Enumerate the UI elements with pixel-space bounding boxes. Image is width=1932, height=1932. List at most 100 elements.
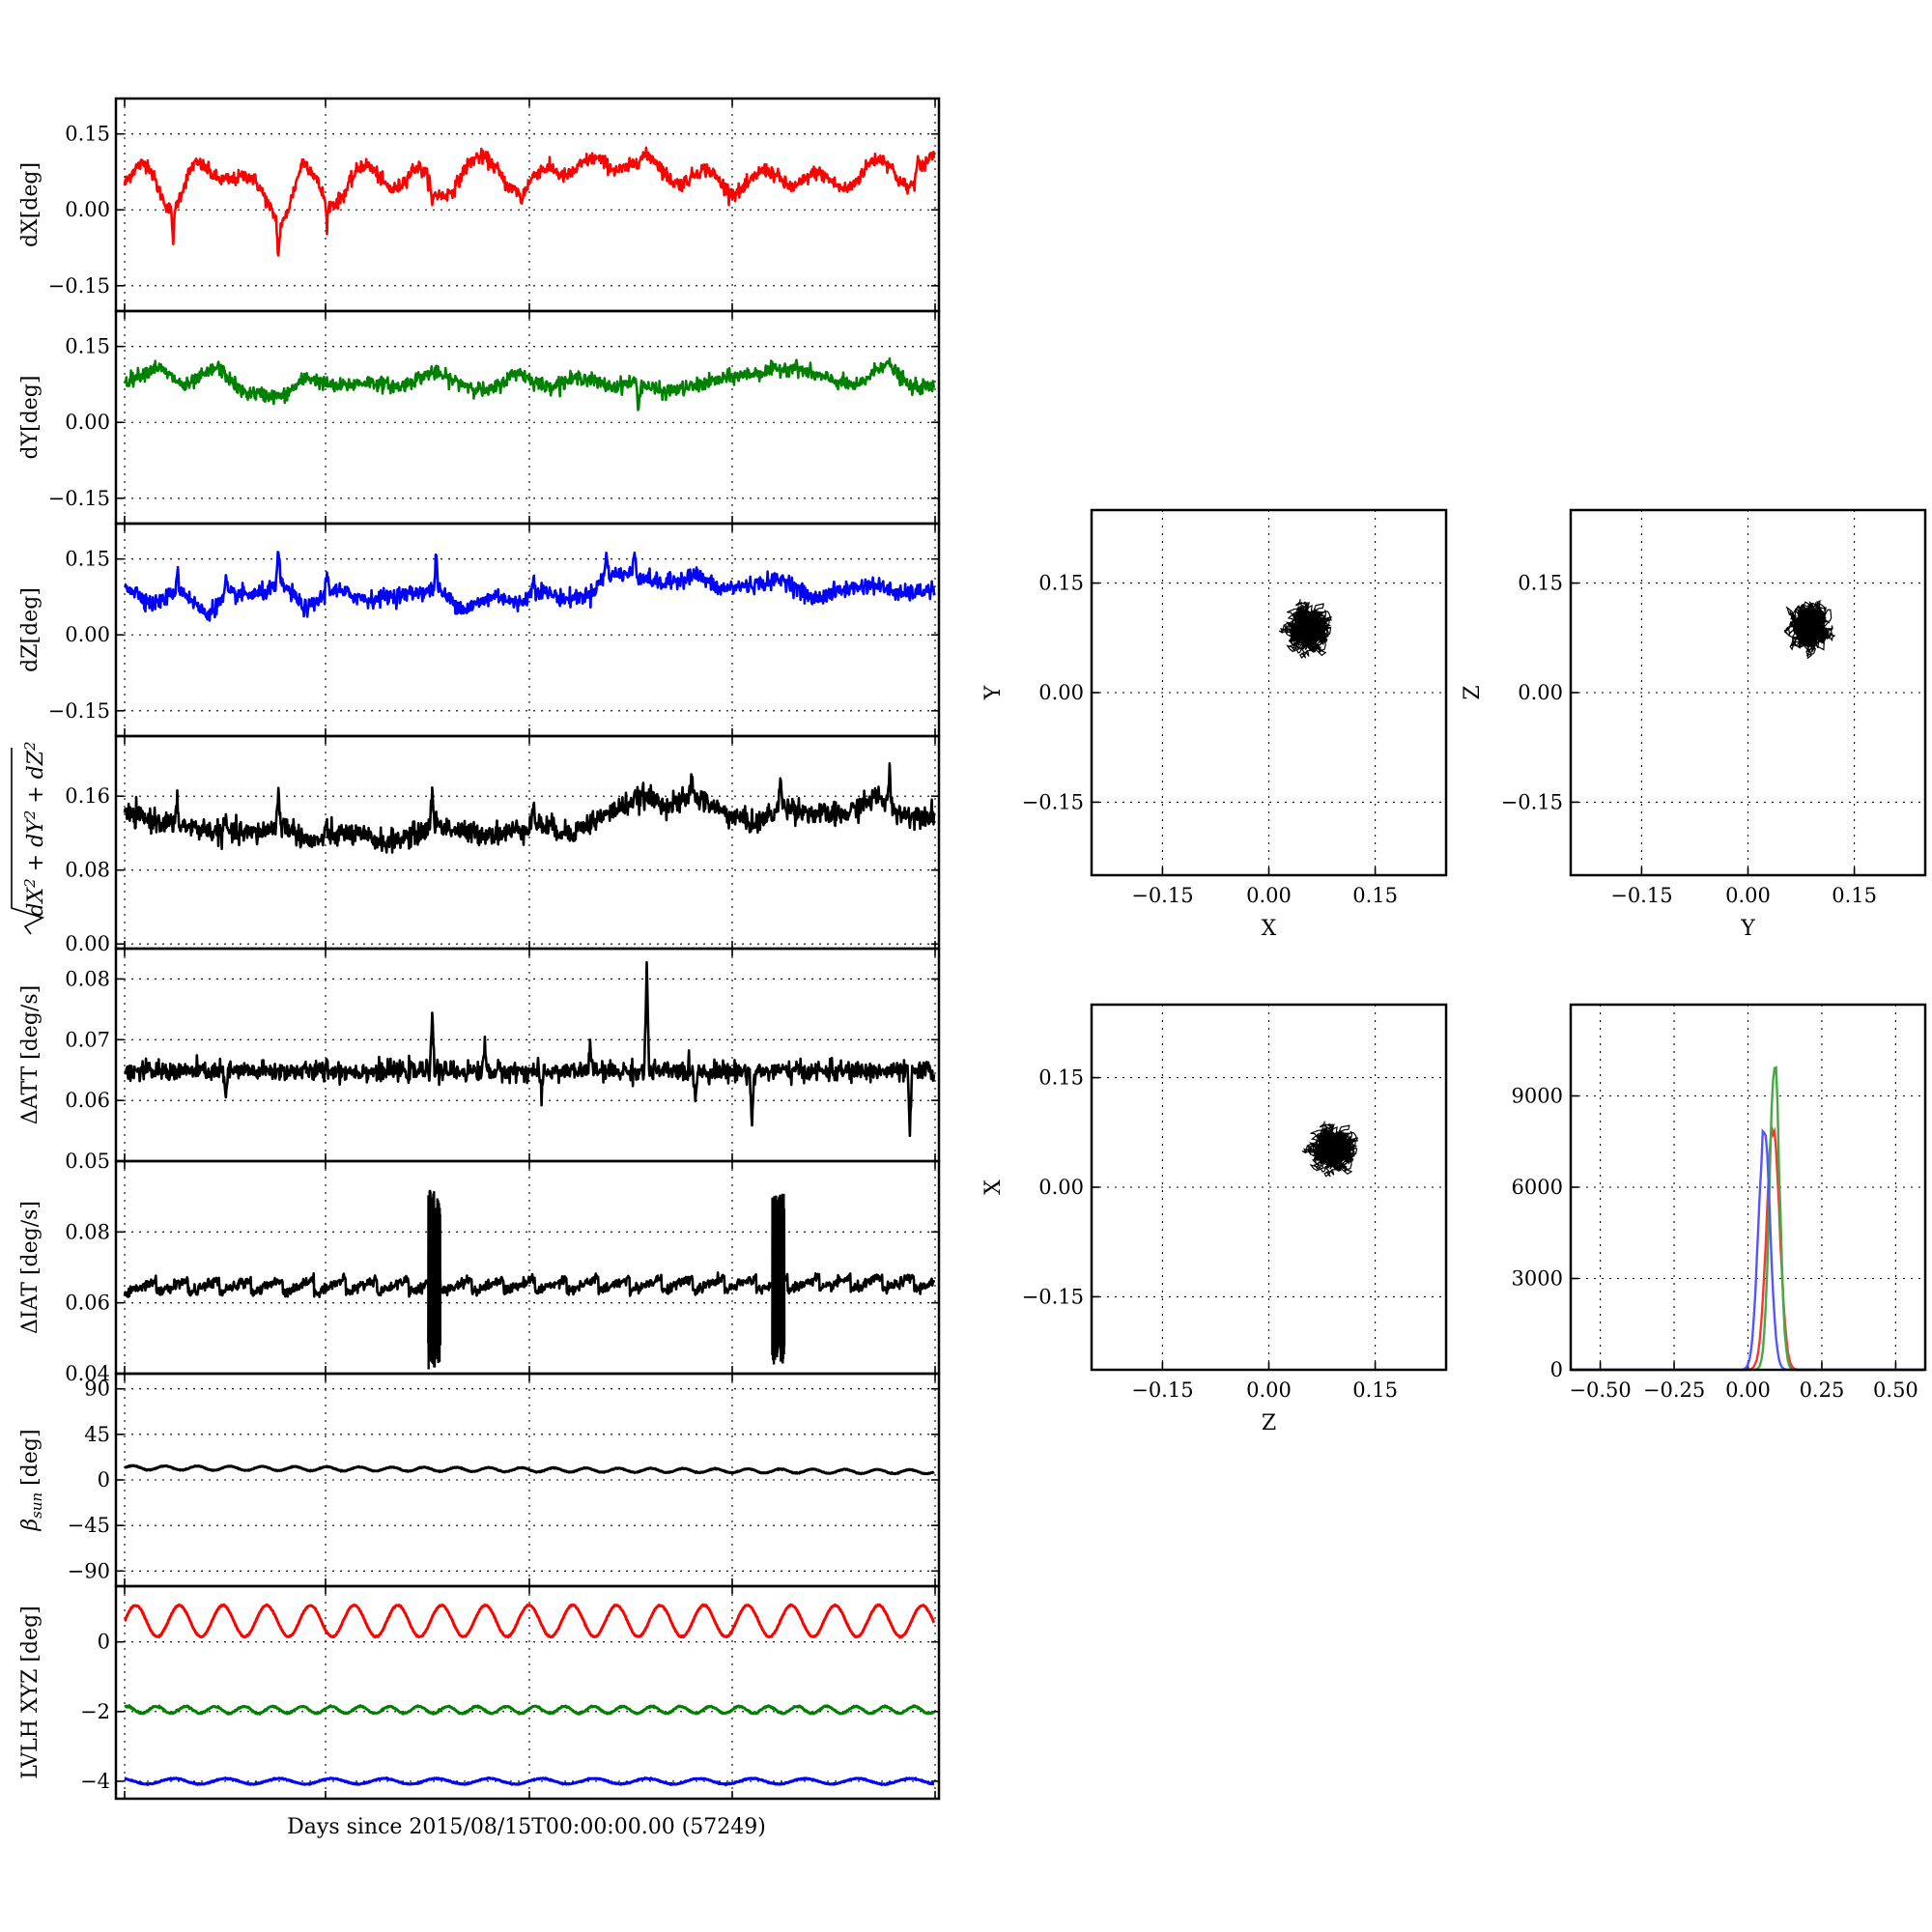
diat-ylabel: ΔIAT [deg/s] xyxy=(18,1201,43,1334)
hist-ytick-label: 6000 xyxy=(1512,1176,1563,1199)
dtot-series-line xyxy=(123,762,936,854)
panel-zx: −0.15 0.00 0.15 0.15 0.00 −0.15 Z X xyxy=(981,1003,1448,1435)
dtot-ylabel-text: dX2 + dY2 + dZ2 xyxy=(21,741,48,916)
xy-xtick-label: 0.15 xyxy=(1352,884,1398,907)
lvlh-series-line xyxy=(124,1704,936,1716)
dz-series-line xyxy=(124,551,936,622)
diat-ytick-label: 0.08 xyxy=(65,1220,110,1243)
dx-ytick-label: −0.15 xyxy=(48,274,110,298)
lvlh-ytick-label: −4 xyxy=(80,1770,110,1793)
beta-ytick-label: −45 xyxy=(68,1514,110,1537)
panel-dtot: 0.16 0.08 0.00 dX2 + dY2 + dZ2 xyxy=(11,734,941,955)
hist-ytick-label: 9000 xyxy=(1512,1085,1563,1108)
beta-ytick-label: −90 xyxy=(68,1559,110,1582)
yz-ytick-label: 0.00 xyxy=(1518,681,1563,704)
dy-ytick-label: 0.00 xyxy=(65,411,110,434)
hist-series-line xyxy=(1571,1126,1925,1372)
panel-xy: −0.15 0.00 0.15 0.15 0.00 −0.15 X Y xyxy=(981,508,1448,941)
yz-xtick-label: 0.15 xyxy=(1832,884,1877,907)
datt-ylabel: ΔATT [deg/s] xyxy=(18,985,43,1124)
yz-scatter-points xyxy=(1783,599,1835,660)
panel-dy: 0.15 0.00 −0.15 dY[deg] xyxy=(18,309,941,526)
beta-ytick-label: 45 xyxy=(84,1423,110,1446)
hist-ytick-label: 3000 xyxy=(1512,1267,1563,1291)
zx-xlabel: Z xyxy=(1262,1411,1276,1435)
yz-axes-frame xyxy=(1569,508,1927,877)
zx-xtick-label: 0.00 xyxy=(1246,1378,1292,1402)
yz-ytick-label: −0.15 xyxy=(1501,790,1563,813)
panels-layer: 0.15 0.00 −0.15 dX[deg] 0.15 0.00 −0.15 dY[deg]… xyxy=(11,97,1927,1801)
dy-ylabel: dY[deg] xyxy=(18,376,43,460)
diat-ytick-label: 0.04 xyxy=(65,1362,110,1385)
beta-series-line xyxy=(124,1463,935,1476)
xy-xtick-label: −0.15 xyxy=(1131,884,1193,907)
panel-hist: −0.50 −0.25 0.00 0.25 0.50 9000 6000 3000 0 xyxy=(1512,1003,1927,1402)
xy-xlabel: X xyxy=(1262,917,1277,941)
yz-xtick-label: 0.00 xyxy=(1725,884,1771,907)
xy-ytick-label: −0.15 xyxy=(1022,790,1084,813)
hist-xtick-label: 0.00 xyxy=(1725,1378,1771,1402)
dy-ytick-label: −0.15 xyxy=(48,487,110,510)
xy-xtick-label: 0.00 xyxy=(1246,884,1292,907)
dx-ytick-label: 0.15 xyxy=(65,123,110,146)
zx-ytick-label: 0.15 xyxy=(1038,1066,1084,1090)
lvlh-series-line xyxy=(124,1603,936,1639)
datt-axes-frame xyxy=(114,947,941,1163)
diat-axes-frame xyxy=(114,1159,941,1376)
hist-xtick-label: −0.50 xyxy=(1569,1378,1631,1402)
hist-xtick-label: −0.25 xyxy=(1643,1378,1705,1402)
dy-series-line xyxy=(123,356,936,412)
lvlh-ylabel: LVLH XYZ [deg] xyxy=(18,1605,43,1779)
hist-series-line xyxy=(1571,1065,1925,1372)
dz-ylabel: dZ[deg] xyxy=(18,587,43,672)
dtot-ytick-label: 0.16 xyxy=(65,784,110,808)
datt-ytick-label: 0.07 xyxy=(65,1028,110,1051)
diat-series-line xyxy=(123,1271,936,1298)
dz-ytick-label: 0.00 xyxy=(65,623,110,646)
diat-burst xyxy=(771,1193,786,1365)
panel-yz: −0.15 0.00 0.15 0.15 0.00 −0.15 Y Z xyxy=(1461,508,1927,941)
zx-xtick-label: 0.15 xyxy=(1352,1378,1398,1402)
panel-beta: 90 45 0 −45 −90 βsun [deg] xyxy=(18,1372,941,1588)
dtot-ylabel: dX2 + dY2 + dZ2 xyxy=(11,741,48,935)
lvlh-series-line xyxy=(124,1776,935,1787)
panel-diat: 0.08 0.06 0.04 ΔIAT [deg/s] xyxy=(18,1159,941,1385)
dz-ytick-label: 0.15 xyxy=(65,548,110,571)
datt-ytick-label: 0.06 xyxy=(65,1089,110,1112)
zx-scatter-points xyxy=(1301,1121,1359,1178)
zx-axes-frame xyxy=(1090,1003,1448,1372)
panel-lvlh: 0 −2 −4 LVLH XYZ [deg] xyxy=(18,1584,941,1801)
xy-ytick-label: 0.00 xyxy=(1038,681,1084,704)
sqrt-sign xyxy=(11,748,45,935)
yz-ytick-label: 0.15 xyxy=(1518,572,1563,595)
panel-dx: 0.15 0.00 −0.15 dX[deg] xyxy=(18,97,941,313)
dx-ytick-label: 0.00 xyxy=(65,198,110,221)
zx-ytick-label: 0.00 xyxy=(1038,1176,1084,1199)
xy-ytick-label: 0.15 xyxy=(1038,572,1084,595)
lvlh-ytick-label: −2 xyxy=(80,1700,110,1723)
beta-ytick-label: 0 xyxy=(98,1468,110,1492)
dtot-ytick-label: 0.00 xyxy=(65,932,110,955)
dx-axes-frame xyxy=(114,97,941,313)
hist-xtick-label: 0.25 xyxy=(1800,1378,1845,1402)
xy-ylabel: Y xyxy=(981,685,1006,700)
beta-ylabel: βsun [deg] xyxy=(18,1429,45,1531)
dz-ytick-label: −0.15 xyxy=(48,699,110,723)
yz-xtick-label: −0.15 xyxy=(1610,884,1672,907)
hist-xtick-label: 0.50 xyxy=(1873,1378,1918,1402)
zx-ytick-label: −0.15 xyxy=(1022,1285,1084,1308)
shared-x-axis-label: Days since 2015/08/15T00:00:00.00 (57249… xyxy=(287,1815,766,1839)
dy-axes-frame xyxy=(114,309,941,526)
dy-ytick-label: 0.15 xyxy=(65,335,110,358)
diat-burst xyxy=(427,1189,441,1370)
yz-xlabel: Y xyxy=(1740,917,1755,941)
lvlh-ytick-label: 0 xyxy=(98,1631,110,1654)
datt-series-line xyxy=(124,960,936,1138)
beta-ytick-label: 90 xyxy=(84,1378,110,1401)
lvlh-axes-frame xyxy=(114,1584,941,1801)
panel-datt: 0.08 0.07 0.06 0.05 ΔATT [deg/s] xyxy=(18,947,941,1173)
dx-series-line xyxy=(123,146,936,257)
yz-ylabel: Z xyxy=(1461,685,1485,699)
datt-ytick-label: 0.08 xyxy=(65,967,110,990)
